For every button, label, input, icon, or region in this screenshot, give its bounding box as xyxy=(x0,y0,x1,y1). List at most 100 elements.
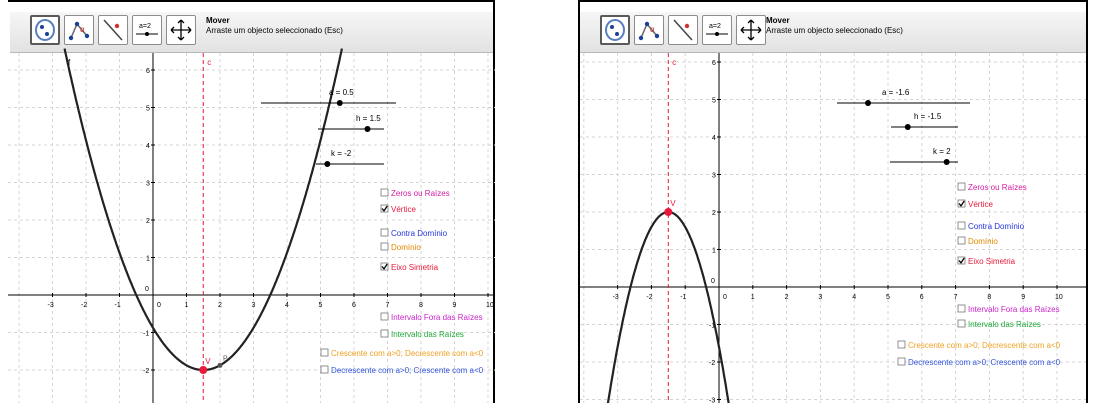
checkbox[interactable] xyxy=(957,199,966,208)
y-tick-label: -1 xyxy=(143,331,149,338)
x-tick-label: 10 xyxy=(1055,294,1063,301)
y-tick-label: 1 xyxy=(146,256,150,263)
y-tick-label: 4 xyxy=(146,143,150,150)
checkbox[interactable] xyxy=(380,262,389,271)
toolbar: α a=2 Mover Arraste um objecto seleccion… xyxy=(10,12,493,53)
y-tick-label: 0 xyxy=(145,286,149,293)
tool-points-icon[interactable]: α xyxy=(64,15,94,45)
x-tick-label: -2 xyxy=(646,294,652,301)
window-border xyxy=(1086,0,1088,403)
slider-knob[interactable] xyxy=(364,126,371,132)
checkbox-label[interactable]: Intervalo das Raízes xyxy=(391,330,464,339)
checkbox[interactable] xyxy=(380,188,389,197)
checkbox[interactable] xyxy=(957,319,966,328)
vertex-point[interactable] xyxy=(664,208,673,216)
window-border xyxy=(578,0,1088,2)
y-tick-label: 5 xyxy=(712,98,716,105)
tool-line-icon[interactable] xyxy=(98,15,128,45)
tool-select-icon[interactable] xyxy=(600,15,630,45)
y-tick-label: 1 xyxy=(712,248,716,255)
checkbox[interactable] xyxy=(380,312,389,321)
checkbox[interactable] xyxy=(897,340,906,349)
checkbox[interactable] xyxy=(320,348,329,357)
point-p[interactable] xyxy=(217,362,223,368)
checkbox[interactable] xyxy=(957,221,966,230)
checkbox-label[interactable]: Zeros ou Raízes xyxy=(391,189,450,198)
checkbox-label[interactable]: Decrescente com a>0; Crescente com a<0 xyxy=(908,358,1061,367)
tool-slider-icon[interactable]: a=2 xyxy=(702,15,732,45)
checkbox[interactable] xyxy=(957,182,966,191)
slider-tool-label: a=2 xyxy=(709,23,721,30)
x-tick-label: 5 xyxy=(886,294,890,301)
checkbox-label[interactable]: Contra Domínio xyxy=(391,229,448,238)
mode-title: Mover xyxy=(206,16,230,25)
symmetry-axis-label: c xyxy=(672,58,676,67)
tool-move-view-icon[interactable] xyxy=(166,15,196,45)
checkbox-label[interactable]: Zeros ou Raízes xyxy=(968,183,1027,192)
checkbox[interactable] xyxy=(380,329,389,338)
checkbox[interactable] xyxy=(320,365,329,374)
symmetry-axis-label: c xyxy=(207,58,211,67)
slider-label: k = 2 xyxy=(933,147,951,156)
checkbox-label[interactable]: Domínio xyxy=(391,243,421,252)
checkbox[interactable] xyxy=(380,242,389,251)
x-tick-label: -1 xyxy=(680,294,686,301)
slider-knob[interactable] xyxy=(904,124,911,130)
slider-label: h = 1.5 xyxy=(356,114,381,123)
checkbox-check-icon xyxy=(381,263,388,270)
checkbox-label[interactable]: Crescente com a>0; Decrescente com a<0 xyxy=(908,341,1061,350)
tool-slider-icon[interactable]: a=2 xyxy=(132,15,162,45)
x-tick-label: 0 xyxy=(723,294,727,301)
checkbox-check-icon xyxy=(958,257,965,264)
slider-label: k = -2 xyxy=(331,149,352,158)
x-tick-label: 7 xyxy=(954,294,958,301)
slider-knob[interactable] xyxy=(324,161,331,167)
checkbox-label[interactable]: Intervalo das Raízes xyxy=(968,320,1041,329)
slider-knob[interactable] xyxy=(336,100,343,106)
slider-knob[interactable] xyxy=(865,100,872,106)
checkbox-label[interactable]: Contra Domínio xyxy=(968,222,1025,231)
y-tick-label: -2 xyxy=(143,368,149,375)
y-tick-label: 5 xyxy=(146,106,150,113)
checkbox-label[interactable]: Crescente com a>0; Decrescente com a<0 xyxy=(331,349,484,358)
slider-label: h = -1.5 xyxy=(914,112,942,121)
tool-line-icon[interactable] xyxy=(668,15,698,45)
x-tick-label: 7 xyxy=(386,302,390,309)
svg-text:α: α xyxy=(650,25,655,34)
checkbox-label[interactable]: Eixo Simetria xyxy=(968,257,1016,266)
tool-points-icon[interactable]: α xyxy=(634,15,664,45)
checkbox-label[interactable]: Decrescente com a>0; Crescente com a<0 xyxy=(331,366,484,375)
tool-move-view-icon[interactable] xyxy=(736,15,766,45)
x-tick-label: 6 xyxy=(920,294,924,301)
vertex-point[interactable] xyxy=(199,366,208,374)
checkbox[interactable] xyxy=(380,204,389,213)
checkbox-label[interactable]: Eixo Simetria xyxy=(391,263,439,272)
x-tick-label: 2 xyxy=(218,302,222,309)
checkbox-label[interactable]: Domínio xyxy=(968,237,998,246)
checkbox-label[interactable]: Intervalo Fora das Raízes xyxy=(968,305,1060,314)
y-tick-label: 6 xyxy=(146,68,150,75)
window-border xyxy=(493,0,495,403)
y-tick-label: 3 xyxy=(712,173,716,180)
checkbox[interactable] xyxy=(957,304,966,313)
checkbox[interactable] xyxy=(380,228,389,237)
checkbox-label[interactable]: Intervalo Fora das Raízes xyxy=(391,313,483,322)
svg-text:α: α xyxy=(80,25,85,34)
toolbar: α a=2 Mover Arraste um objecto seleccion… xyxy=(580,12,1086,53)
y-tick-label: 4 xyxy=(712,135,716,142)
x-tick-label: 8 xyxy=(987,294,991,301)
x-tick-label: 2 xyxy=(785,294,789,301)
checkbox-label[interactable]: Vértice xyxy=(391,205,416,214)
checkbox-label[interactable]: Vértice xyxy=(968,200,993,209)
y-tick-label: 3 xyxy=(146,181,150,188)
checkbox[interactable] xyxy=(897,357,906,366)
slider-tool-label: a=2 xyxy=(139,23,151,30)
mode-title: Mover xyxy=(766,16,790,25)
tool-select-icon[interactable] xyxy=(30,15,60,45)
x-tick-label: 10 xyxy=(486,302,494,309)
checkbox[interactable] xyxy=(957,236,966,245)
slider-knob[interactable] xyxy=(943,159,950,165)
checkbox[interactable] xyxy=(957,256,966,265)
